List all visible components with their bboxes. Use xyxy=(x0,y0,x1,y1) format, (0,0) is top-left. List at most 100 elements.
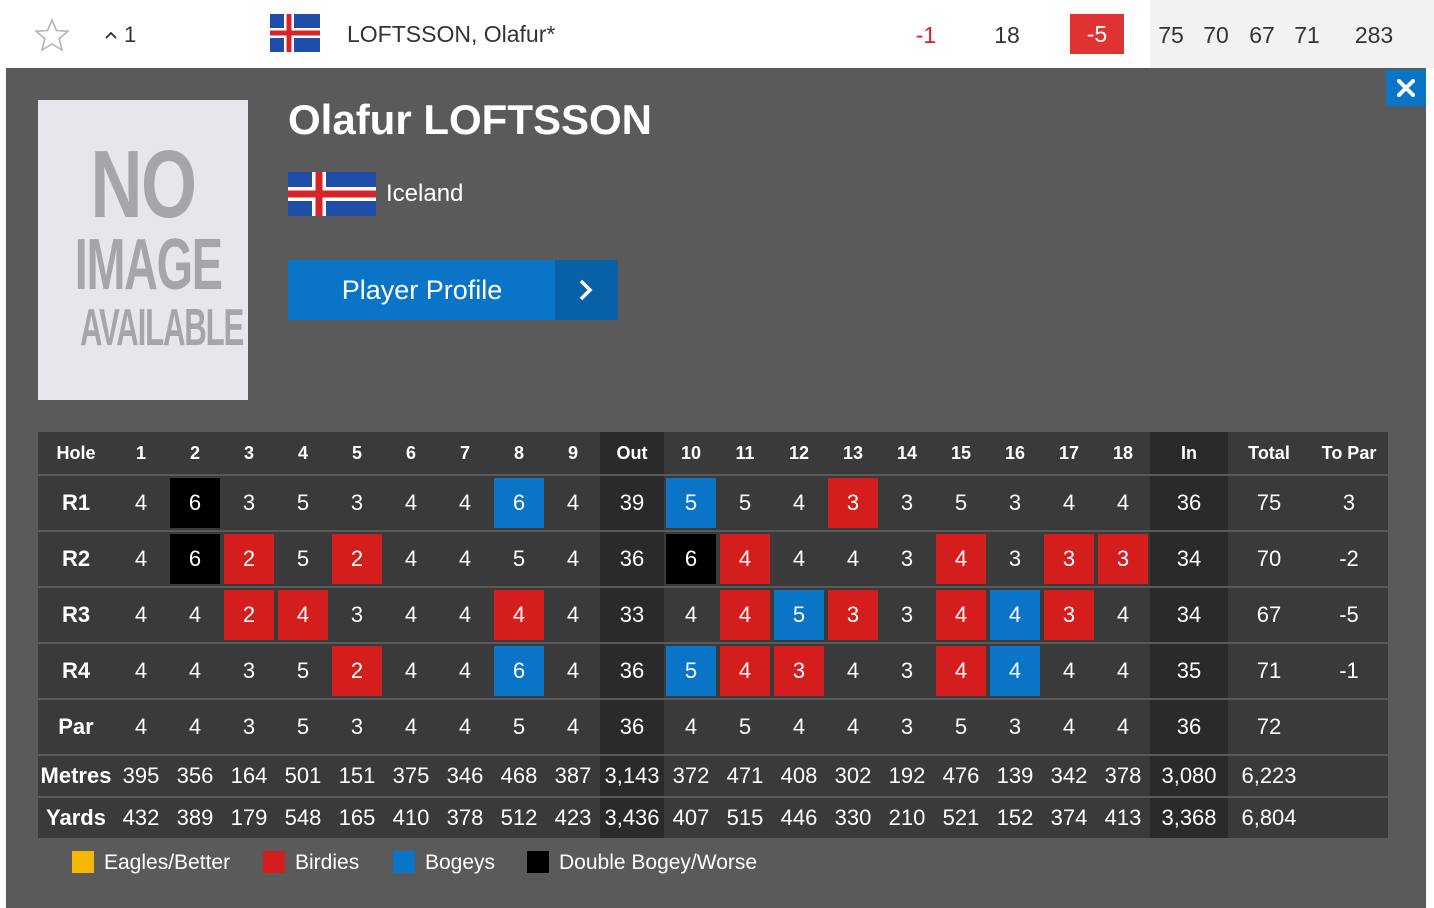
in-total-cell: 34 xyxy=(1150,530,1228,587)
hole-score-cell: 4 xyxy=(114,474,168,531)
out-total-cell: 33 xyxy=(600,586,664,643)
hole-score-cell: 501 xyxy=(276,754,330,797)
hole-score-cell: 4 xyxy=(546,530,600,587)
player-profile-button[interactable]: Player Profile xyxy=(288,260,618,320)
hole-score-cell: 4 xyxy=(546,698,600,755)
hole-score-cell: 3 xyxy=(880,586,934,643)
round-1-score: 75 xyxy=(1158,22,1184,48)
out-total-cell: 3,436 xyxy=(600,796,664,838)
hole-score-cell: 4 xyxy=(1042,698,1096,755)
round-2-score: 70 xyxy=(1203,22,1229,48)
hole-score-cell: 3 xyxy=(988,530,1042,587)
hole-score-birdie: 4 xyxy=(720,590,770,640)
scorecard-header-cell: To Par xyxy=(1310,432,1388,475)
hole-score-cell: 4 xyxy=(718,642,772,699)
to-par-cell: -5 xyxy=(1310,586,1388,643)
hole-score-cell: 4 xyxy=(772,698,826,755)
hole-score-cell: 151 xyxy=(330,754,384,797)
hole-score-cell: 210 xyxy=(880,796,934,838)
scorecard-header-cell: 13 xyxy=(826,432,880,475)
scorecard-header-cell: Out xyxy=(600,432,664,475)
hole-score-cell: 4 xyxy=(1096,698,1150,755)
scorecard-header-cell: Hole xyxy=(38,432,114,475)
hole-score-cell: 378 xyxy=(438,796,492,838)
hole-score-cell: 4 xyxy=(664,586,718,643)
hole-score-cell: 165 xyxy=(330,796,384,838)
total-cell: 6,804 xyxy=(1228,796,1310,838)
hole-score-birdie: 2 xyxy=(224,590,274,640)
hole-score-cell: 4 xyxy=(988,586,1042,643)
chevron-up-icon xyxy=(105,31,117,39)
total-cell: 70 xyxy=(1228,530,1310,587)
hole-score-cell: 521 xyxy=(934,796,988,838)
to-par-cell xyxy=(1310,698,1388,755)
hole-score-cell: 372 xyxy=(664,754,718,797)
hole-score-cell: 5 xyxy=(492,530,546,587)
hole-score-cell: 4 xyxy=(114,698,168,755)
legend-swatch-double-bogey xyxy=(527,851,549,873)
hole-score-bogey: 6 xyxy=(494,478,544,528)
hole-score-cell: 5 xyxy=(276,530,330,587)
profile-arrow-box xyxy=(555,260,618,320)
scorecard-header-cell: 17 xyxy=(1042,432,1096,475)
hole-score-cell: 5 xyxy=(276,698,330,755)
hole-score-cell: 164 xyxy=(222,754,276,797)
player-name-link[interactable]: LOFTSSON, Olafur* xyxy=(347,21,556,47)
placeholder-text-line-1: NO xyxy=(90,131,198,238)
scorecard-header-cell: 11 xyxy=(718,432,772,475)
hole-score-cell: 3 xyxy=(826,474,880,531)
legend-label-eagles: Eagles/Better xyxy=(104,851,231,874)
hole-score-cell: 3 xyxy=(222,698,276,755)
hole-score-cell: 4 xyxy=(492,586,546,643)
scorecard-header-cell: In xyxy=(1150,432,1228,475)
hole-score-cell: 5 xyxy=(934,474,988,531)
hole-score-cell: 4 xyxy=(934,530,988,587)
hole-score-cell: 4 xyxy=(438,698,492,755)
hole-score-cell: 4 xyxy=(168,698,222,755)
hole-score-cell: 2 xyxy=(330,530,384,587)
to-par-cell: 3 xyxy=(1310,474,1388,531)
close-button[interactable] xyxy=(1386,70,1426,106)
hole-score-dbl: 6 xyxy=(170,478,220,528)
hole-score-cell: 374 xyxy=(1042,796,1096,838)
hole-score-cell: 4 xyxy=(934,642,988,699)
position-move-value: 1 xyxy=(124,22,137,47)
scorecard-metres-row: Metres 395 356 164 501 151 375 346 468 387 3,143 37… xyxy=(38,754,1388,797)
total-cell: 67 xyxy=(1228,586,1310,643)
hole-score-birdie: 4 xyxy=(720,534,770,584)
scorecard-header-cell: 12 xyxy=(772,432,826,475)
scorecard-round-row: R2 4 6 2 5 2 4 4 5 4 36 6 4 4 4 3 4 3 3 3 34 70 -2 xyxy=(38,530,1388,587)
row-label: Par xyxy=(38,698,114,755)
hole-score-birdie: 4 xyxy=(936,590,986,640)
leaderboard-row[interactable]: 1 LOFTSSON, Olafur* -1 18 -5 75 70 67 71… xyxy=(0,0,1434,68)
favorite-star-icon[interactable] xyxy=(34,18,70,52)
scorecard-table: Hole 1 2 3 4 5 6 7 8 9 Out 10 11 12 13 14 15 16 17 18 In Tota… xyxy=(38,432,1388,838)
hole-score-cell: 408 xyxy=(772,754,826,797)
player-country: Iceland xyxy=(386,180,464,207)
hole-score-cell: 4 xyxy=(772,474,826,531)
row-label: R3 xyxy=(38,586,114,643)
in-total-cell: 3,368 xyxy=(1150,796,1228,838)
hole-score-birdie: 3 xyxy=(1044,590,1094,640)
hole-score-cell: 3 xyxy=(330,474,384,531)
hole-score-cell: 3 xyxy=(988,698,1042,755)
hole-score-birdie: 2 xyxy=(332,534,382,584)
position-move: 1 xyxy=(104,22,136,48)
hole-score-cell: 6 xyxy=(492,474,546,531)
iceland-flag-icon xyxy=(288,172,376,216)
player-profile-label: Player Profile xyxy=(341,275,503,305)
hole-score-cell: 4 xyxy=(276,586,330,643)
scorecard-header-cell: 4 xyxy=(276,432,330,475)
player-photo-placeholder: NO IMAGE AVAILABLE xyxy=(38,100,248,400)
out-total-cell: 36 xyxy=(600,642,664,699)
in-total-cell: 34 xyxy=(1150,586,1228,643)
today-score: -1 xyxy=(915,22,937,48)
hole-score-cell: 4 xyxy=(546,474,600,531)
out-total-cell: 3,143 xyxy=(600,754,664,797)
hole-score-cell: 4 xyxy=(438,530,492,587)
placeholder-text-line-2: IMAGE xyxy=(74,225,223,305)
hole-score-cell: 4 xyxy=(114,530,168,587)
hole-score-cell: 346 xyxy=(438,754,492,797)
scorecard-header-cell: 5 xyxy=(330,432,384,475)
hole-score-cell: 2 xyxy=(222,586,276,643)
